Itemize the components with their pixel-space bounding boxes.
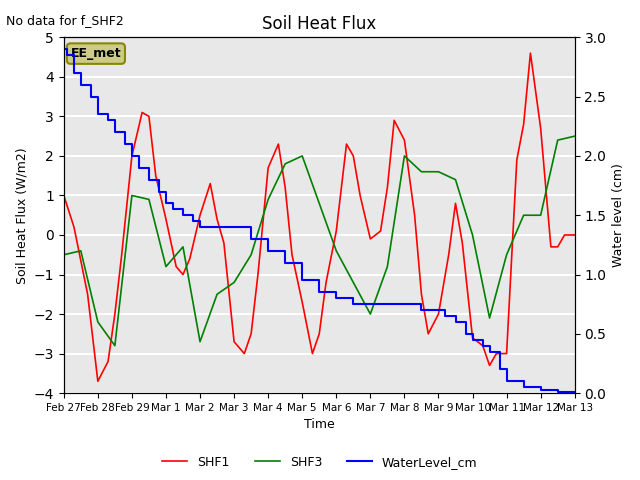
WaterLevel_cm: [468, 337, 476, 343]
WaterLevel_cm: [121, 141, 129, 147]
SHF3: [196, 339, 204, 345]
Line: SHF3: SHF3: [64, 136, 575, 346]
SHF1: [241, 351, 248, 357]
SHF3: [247, 252, 255, 258]
WaterLevel_cm: [383, 301, 391, 307]
WaterLevel_cm: [332, 295, 340, 301]
SHF1: [571, 232, 579, 238]
WaterLevel_cm: [298, 277, 306, 283]
SHF1: [207, 181, 214, 187]
Y-axis label: Soil Heat Flux (W/m2): Soil Heat Flux (W/m2): [15, 147, 28, 284]
WaterLevel_cm: [162, 201, 170, 206]
SHF3: [349, 279, 357, 285]
SHF3: [401, 153, 408, 159]
WaterLevel_cm: [94, 111, 102, 117]
SHF1: [60, 192, 68, 198]
SHF3: [554, 137, 561, 143]
WaterLevel_cm: [156, 189, 163, 194]
SHF3: [417, 169, 425, 175]
SHF3: [179, 244, 187, 250]
SHF3: [60, 252, 68, 258]
X-axis label: Time: Time: [304, 419, 335, 432]
WaterLevel_cm: [417, 307, 425, 313]
WaterLevel_cm: [496, 367, 504, 372]
WaterLevel_cm: [230, 224, 238, 230]
WaterLevel_cm: [145, 177, 153, 182]
SHF3: [145, 196, 153, 202]
WaterLevel_cm: [554, 389, 561, 395]
WaterLevel_cm: [442, 313, 449, 319]
Text: EE_met: EE_met: [70, 47, 121, 60]
SHF3: [94, 319, 102, 325]
SHF3: [282, 161, 289, 167]
SHF3: [571, 133, 579, 139]
SHF3: [111, 343, 118, 348]
SHF3: [213, 291, 221, 297]
WaterLevel_cm: [104, 118, 112, 123]
SHF3: [520, 212, 527, 218]
SHF3: [162, 264, 170, 269]
SHF1: [94, 378, 102, 384]
WaterLevel_cm: [537, 387, 545, 393]
WaterLevel_cm: [111, 129, 118, 135]
WaterLevel_cm: [247, 236, 255, 242]
Line: SHF1: SHF1: [64, 53, 575, 381]
WaterLevel_cm: [128, 153, 136, 159]
WaterLevel_cm: [435, 307, 442, 313]
WaterLevel_cm: [196, 224, 204, 230]
WaterLevel_cm: [503, 378, 511, 384]
WaterLevel_cm: [189, 218, 197, 224]
WaterLevel_cm: [63, 52, 71, 58]
Legend: SHF1, SHF3, WaterLevel_cm: SHF1, SHF3, WaterLevel_cm: [157, 451, 483, 474]
WaterLevel_cm: [213, 224, 221, 230]
WaterLevel_cm: [169, 206, 177, 212]
Y-axis label: Water level (cm): Water level (cm): [612, 163, 625, 267]
WaterLevel_cm: [264, 248, 272, 254]
SHF3: [128, 192, 136, 198]
WaterLevel_cm: [70, 70, 78, 76]
WaterLevel_cm: [571, 390, 579, 396]
SHF3: [77, 248, 84, 254]
SHF3: [503, 252, 511, 258]
SHF3: [332, 248, 340, 254]
WaterLevel_cm: [135, 165, 143, 171]
WaterLevel_cm: [87, 94, 95, 99]
SHF3: [316, 201, 323, 206]
WaterLevel_cm: [77, 82, 84, 88]
SHF3: [298, 153, 306, 159]
WaterLevel_cm: [367, 301, 374, 307]
SHF3: [452, 177, 460, 182]
WaterLevel_cm: [479, 343, 486, 348]
SHF3: [230, 279, 238, 285]
WaterLevel_cm: [60, 46, 68, 52]
SHF3: [367, 311, 374, 317]
SHF3: [486, 315, 493, 321]
WaterLevel_cm: [486, 349, 493, 355]
SHF1: [247, 331, 255, 336]
SHF1: [527, 50, 534, 56]
WaterLevel_cm: [282, 260, 289, 265]
SHF3: [468, 232, 476, 238]
WaterLevel_cm: [316, 289, 323, 295]
Title: Soil Heat Flux: Soil Heat Flux: [262, 15, 376, 33]
SHF1: [390, 118, 398, 123]
WaterLevel_cm: [401, 301, 408, 307]
Text: No data for f_SHF2: No data for f_SHF2: [6, 14, 124, 27]
SHF1: [162, 216, 170, 222]
SHF1: [220, 240, 228, 246]
WaterLevel_cm: [452, 319, 460, 325]
Line: WaterLevel_cm: WaterLevel_cm: [64, 49, 575, 393]
WaterLevel_cm: [179, 212, 187, 218]
WaterLevel_cm: [520, 384, 527, 390]
WaterLevel_cm: [349, 301, 357, 307]
SHF3: [537, 212, 545, 218]
WaterLevel_cm: [462, 331, 470, 336]
SHF3: [383, 264, 391, 269]
SHF3: [264, 196, 272, 202]
SHF3: [435, 169, 442, 175]
